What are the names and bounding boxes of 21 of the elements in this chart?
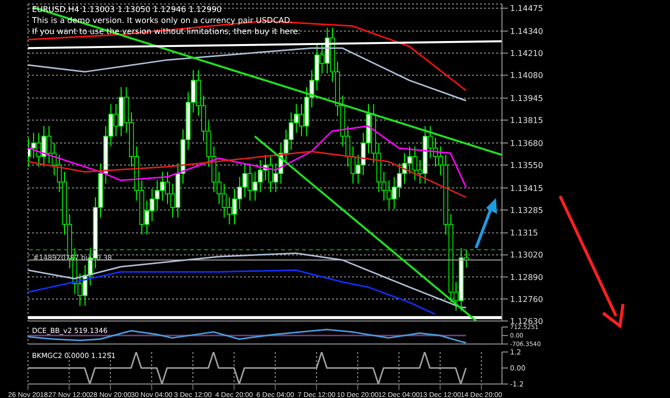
line-series — [28, 269, 436, 315]
y-tick-label: 1.12890 — [510, 272, 544, 282]
y-tick-label: 1.14210 — [510, 49, 544, 58]
y-tick-label: 1.14340 — [510, 26, 544, 36]
y-tick-label: 1.13680 — [510, 138, 544, 148]
y-tick-label: 1.12630 — [510, 316, 544, 326]
y-tick-label: 1.1315 — [510, 228, 538, 238]
line-series — [28, 328, 467, 344]
line-series — [28, 150, 467, 198]
y-tick-label: 1.13550 — [510, 160, 544, 170]
y-tick-label: 1.14080 — [510, 71, 544, 80]
y-tick-label: 1.14475 — [510, 4, 544, 14]
y-tick-label: 1.13020 — [510, 250, 544, 260]
y-tick-label: 1.13945 — [510, 94, 544, 103]
y-tick-label: 1.13815 — [510, 116, 544, 125]
y-tick-label: 1.12760 — [510, 294, 544, 304]
y-tick-label: 1.13415 — [510, 184, 544, 193]
line-series — [28, 125, 467, 188]
line-series — [28, 47, 467, 102]
line-series — [28, 252, 467, 308]
y-tick-label: 1.13285 — [510, 206, 544, 215]
